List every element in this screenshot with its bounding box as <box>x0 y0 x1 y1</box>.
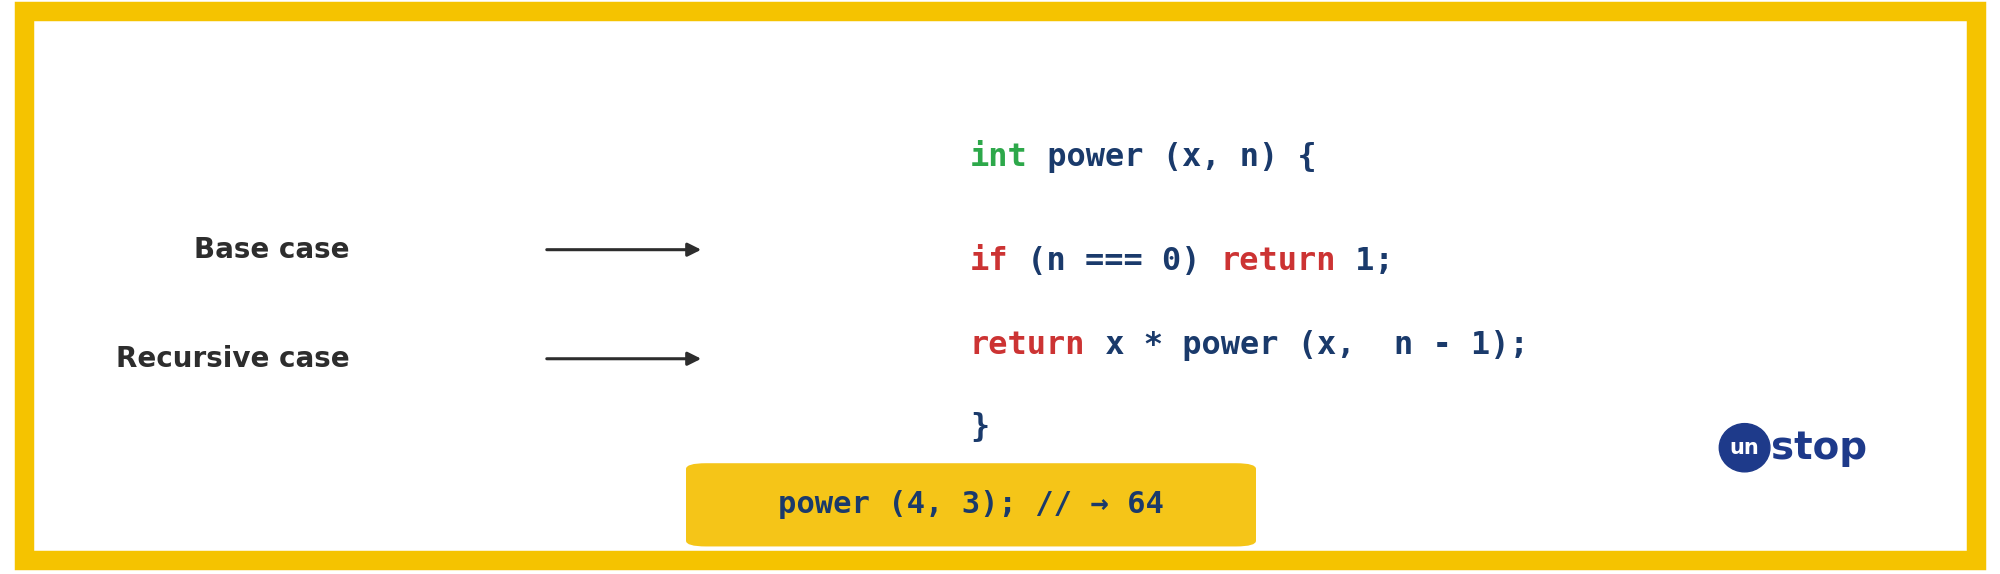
Text: return: return <box>1220 246 1336 277</box>
Text: power (x, n) {: power (x, n) { <box>1028 142 1316 173</box>
Text: int: int <box>970 142 1028 173</box>
Text: Recursive case: Recursive case <box>116 345 350 373</box>
Text: x * power (x,  n - 1);: x * power (x, n - 1); <box>1086 329 1528 360</box>
Text: Base case: Base case <box>194 236 350 263</box>
Text: }: } <box>970 412 990 443</box>
Ellipse shape <box>1720 424 1770 472</box>
Text: if: if <box>970 246 1008 277</box>
FancyBboxPatch shape <box>686 463 1256 546</box>
Text: un: un <box>1730 438 1760 457</box>
Text: stop: stop <box>1772 429 1868 467</box>
Text: 1;: 1; <box>1336 246 1394 277</box>
Text: power (4, 3); // → 64: power (4, 3); // → 64 <box>778 490 1164 519</box>
Text: return: return <box>970 329 1086 360</box>
Text: (n === 0): (n === 0) <box>1008 246 1220 277</box>
